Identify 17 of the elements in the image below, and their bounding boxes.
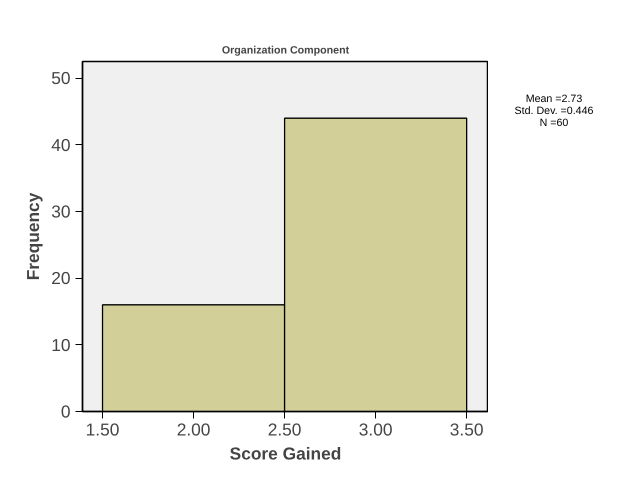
y-tick-label: 0 xyxy=(60,402,71,422)
y-tick-label: 30 xyxy=(51,202,71,222)
text: Std. Dev. =0.446 xyxy=(514,105,594,117)
x-axis-title: Score Gained xyxy=(230,444,342,464)
text: Mean =2.73 xyxy=(524,93,584,105)
y-tick-label: 40 xyxy=(51,134,71,155)
y-tick-label: 10 xyxy=(51,334,71,355)
y-tick-label: 50 xyxy=(51,68,71,88)
text: N =60 xyxy=(538,117,570,129)
x-tick-label: 1.50 xyxy=(86,420,120,440)
x-tick-label: 2.00 xyxy=(176,420,210,440)
x-tick-label: 2.50 xyxy=(268,420,302,440)
x-tick-label: 3.50 xyxy=(450,420,484,440)
chart-title: Organization Component xyxy=(222,44,350,56)
y-tick-label: 20 xyxy=(51,268,71,288)
y-axis-title: Frequency xyxy=(23,192,44,280)
x-tick-label: 3.00 xyxy=(358,420,392,440)
